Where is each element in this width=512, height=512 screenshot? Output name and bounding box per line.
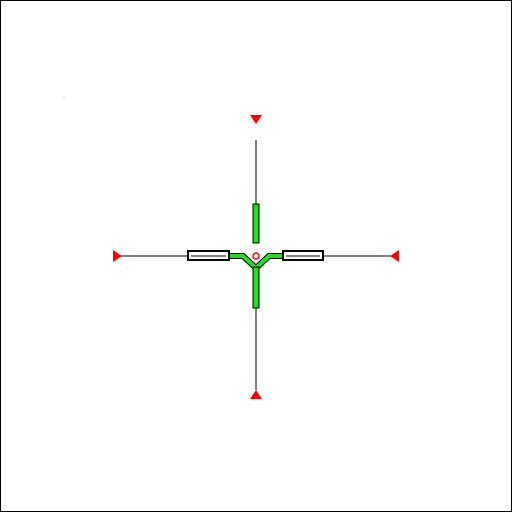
top-green-bar xyxy=(252,203,260,244)
center-chevron xyxy=(230,253,282,309)
marker-bottom-icon xyxy=(250,390,262,399)
center-dot-icon xyxy=(252,252,260,260)
marker-left-icon xyxy=(113,250,122,262)
left-post xyxy=(187,250,230,261)
speck xyxy=(62,97,66,98)
marker-right-icon xyxy=(390,250,399,262)
right-post xyxy=(282,250,324,261)
marker-top-icon xyxy=(250,115,262,124)
